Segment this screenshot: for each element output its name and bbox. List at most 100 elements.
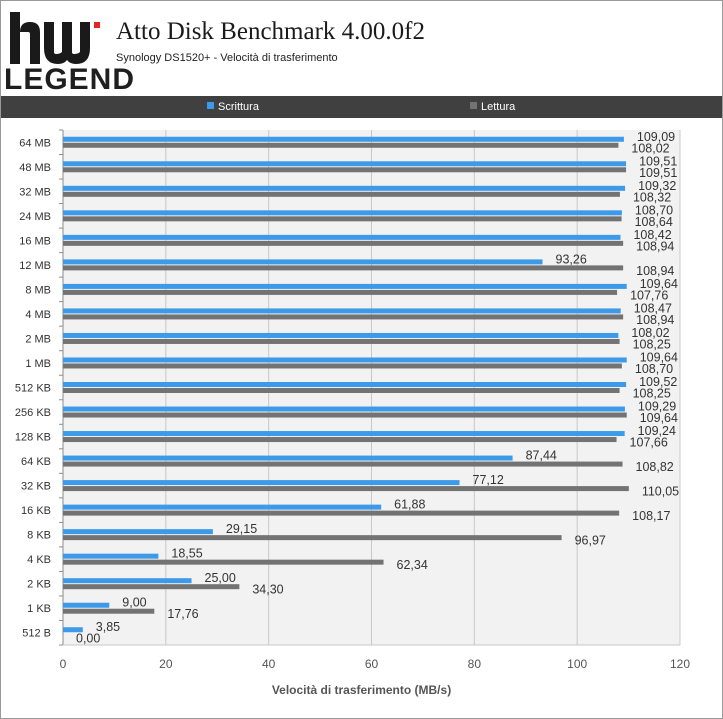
data-label-scrittura: 109,51 [639, 154, 677, 168]
data-label-lettura: 34,30 [252, 583, 283, 597]
data-label-lettura: 109,51 [639, 166, 677, 180]
x-tick-label: 100 [567, 657, 587, 671]
bar-scrittura [63, 210, 622, 216]
bar-lettura [63, 437, 617, 443]
logo-text: LEGEND [4, 63, 136, 96]
bar-lettura [63, 142, 619, 148]
data-label-lettura: 108,17 [632, 509, 670, 523]
bar-lettura [63, 216, 622, 222]
site-logo: LEGEND THE HARDWARE ENTHUSIASTS [4, 8, 136, 101]
bar-scrittura [63, 136, 624, 142]
data-label-scrittura: 77,12 [473, 473, 504, 487]
data-label-scrittura: 109,64 [640, 350, 678, 364]
bar-scrittura [63, 185, 626, 191]
bar-lettura [63, 289, 618, 295]
bar-lettura [63, 338, 620, 344]
x-tick-label: 0 [60, 657, 67, 671]
bar-lettura [63, 314, 624, 320]
legend-label-lettura: Lettura [481, 101, 516, 113]
data-label-scrittura: 108,47 [634, 301, 672, 315]
data-label-scrittura: 29,15 [226, 522, 257, 536]
category-label: 24 MB [19, 211, 51, 223]
bar-scrittura [63, 431, 625, 437]
bar-scrittura [63, 627, 83, 633]
category-label: 16 MB [19, 235, 51, 247]
data-label-lettura: 108,94 [636, 313, 674, 327]
category-label: 512 KB [15, 383, 51, 395]
bar-lettura [63, 535, 562, 541]
category-label: 128 KB [15, 432, 51, 444]
data-label-lettura: 110,05 [642, 485, 679, 499]
bar-scrittura [63, 602, 110, 608]
bar-scrittura [63, 455, 513, 461]
legend-label-scrittura: Scrittura [218, 101, 259, 113]
bar-scrittura [63, 308, 621, 314]
bar-lettura [63, 608, 155, 614]
category-label: 4 KB [27, 554, 51, 566]
data-label-scrittura: 108,02 [631, 326, 669, 340]
legend-item-scrittura: Scrittura [207, 101, 259, 113]
chart-title: Atto Disk Benchmark 4.00.0f2 [116, 18, 425, 45]
bar-scrittura [63, 480, 460, 486]
category-label: 512 B [22, 628, 51, 640]
bar-scrittura [63, 332, 619, 338]
bar-lettura [63, 265, 624, 271]
data-label-lettura: 109,64 [640, 411, 678, 425]
bar-scrittura [63, 578, 192, 584]
x-tick-label: 80 [468, 657, 482, 671]
category-label: 2 MB [25, 333, 51, 345]
data-label-scrittura: 109,24 [638, 424, 676, 438]
category-label: 8 MB [25, 284, 51, 296]
data-label-scrittura: 109,29 [638, 400, 676, 414]
data-label-scrittura: 109,52 [639, 375, 677, 389]
data-label-scrittura: 87,44 [526, 449, 557, 463]
data-label-lettura: 108,32 [633, 190, 671, 204]
bar-scrittura [63, 529, 213, 535]
bar-scrittura [63, 234, 621, 240]
x-axis-title: Velocità di trasferimento (MB/s) [271, 683, 452, 697]
data-label-lettura: 108,25 [633, 337, 671, 351]
bar-lettura [63, 240, 624, 246]
data-label-lettura: 96,97 [575, 534, 606, 548]
legend-swatch-scrittura [207, 102, 214, 109]
category-label: 64 MB [19, 137, 51, 149]
data-label-scrittura: 108,42 [633, 228, 671, 242]
bar-lettura [63, 363, 622, 369]
x-tick-label: 40 [262, 657, 276, 671]
category-label: 32 MB [19, 186, 51, 198]
data-label-scrittura: 18,55 [171, 547, 202, 561]
data-label-lettura: 107,76 [630, 288, 668, 302]
bar-scrittura [63, 161, 627, 167]
legend-swatch-lettura [470, 102, 477, 109]
data-label-scrittura: 9,00 [122, 596, 146, 610]
bar-scrittura [63, 406, 625, 412]
data-label-scrittura: 3,85 [96, 620, 120, 634]
data-label-scrittura: 109,09 [637, 130, 675, 144]
bar-lettura [63, 461, 623, 467]
bar-scrittura [63, 382, 627, 387]
x-tick-label: 20 [159, 657, 173, 671]
data-label-scrittura: 109,64 [640, 277, 678, 291]
data-label-scrittura: 25,00 [205, 571, 236, 585]
bar-scrittura [63, 357, 627, 363]
bar-lettura [63, 191, 620, 197]
category-label: 1 MB [25, 358, 51, 370]
legend-item-lettura: Lettura [470, 101, 515, 113]
bar-scrittura [63, 553, 159, 559]
data-label-lettura: 108,82 [636, 460, 674, 474]
category-label: 48 MB [19, 162, 51, 174]
bar-scrittura [63, 283, 627, 289]
category-label: 1 KB [27, 603, 51, 615]
data-label-lettura: 62,34 [397, 558, 428, 572]
data-label-lettura: 17,76 [167, 607, 198, 621]
data-label-scrittura: 108,70 [635, 203, 673, 217]
category-label: 64 KB [21, 456, 51, 468]
category-label: 16 KB [21, 505, 51, 517]
bar-lettura [63, 388, 620, 393]
data-label-lettura: 0,00 [76, 632, 100, 646]
data-label-lettura: 108,94 [636, 264, 674, 278]
bar-lettura [63, 412, 627, 418]
bar-scrittura [63, 259, 543, 265]
data-label-lettura: 108,02 [631, 141, 669, 155]
